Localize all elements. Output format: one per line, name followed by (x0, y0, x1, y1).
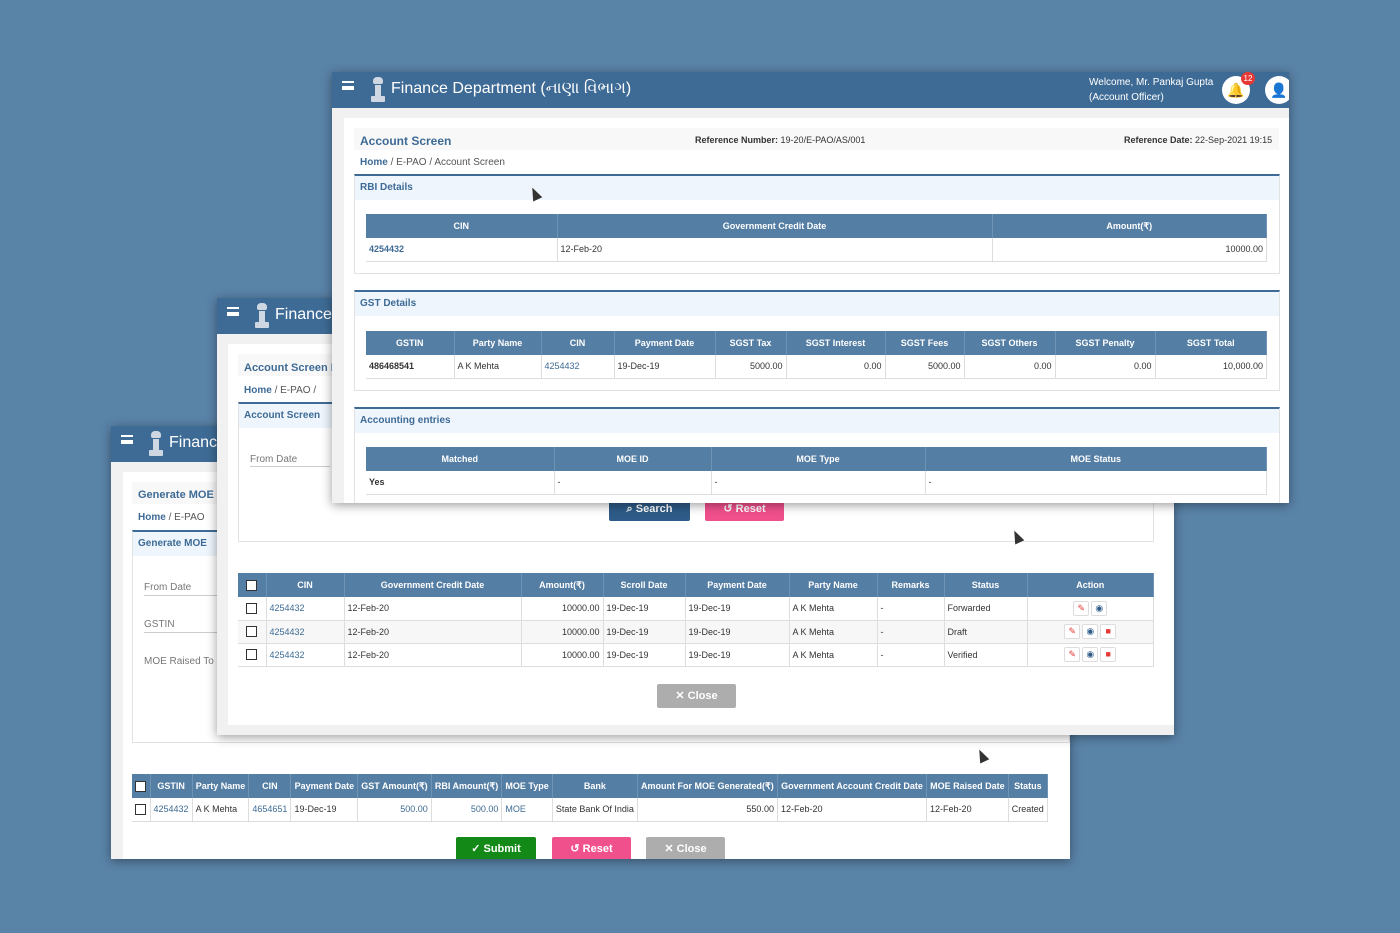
reset-icon: ↺ (723, 503, 736, 515)
gstin-label: GSTIN (144, 619, 175, 630)
breadcrumb-current: Account Screen (434, 157, 505, 168)
menu-icon[interactable] (121, 435, 133, 444)
row-checkbox[interactable] (135, 803, 146, 815)
row-checkbox[interactable] (246, 649, 258, 661)
main-card: Account Screen Reference Number: 19-20/E… (344, 118, 1289, 503)
table-row: 4254432 12-Feb-20 10000.00 19-Dec-19 19-Dec-… (238, 620, 1154, 644)
breadcrumb-epao[interactable]: E-PAO (280, 385, 311, 396)
notification-badge: 12 (1241, 72, 1255, 85)
gstin-input[interactable] (144, 632, 224, 633)
breadcrumb: Home / E-PAO / Account Screen (360, 157, 505, 168)
menu-icon[interactable] (342, 81, 354, 90)
page-title: Account Screen (360, 134, 452, 148)
breadcrumb-epao[interactable]: E-PAO (396, 157, 427, 168)
delete-icon[interactable]: ■ (1100, 624, 1117, 639)
table-row: 4254432 12-Feb-20 10000.00 19-Dec-19 19-Dec-… (238, 643, 1154, 667)
cin-link[interactable]: 4254432 (266, 643, 345, 667)
account-screen-table: CIN Government Credit Date Amount(₹) Scroll… (238, 573, 1154, 667)
moe-table: GSTIN Party Name CIN Payment Date GST Amount… (132, 774, 1049, 822)
from-date-input[interactable] (144, 595, 224, 596)
edit-icon[interactable]: ✎ (1073, 600, 1090, 616)
section-title: RBI Details (355, 176, 1279, 200)
cin-link[interactable]: 4254432 (266, 620, 345, 644)
from-date-label: From Date (250, 454, 298, 465)
breadcrumb-epao[interactable]: E-PAO (174, 512, 205, 523)
cin-link[interactable]: 4254432 (366, 238, 558, 262)
submit-button[interactable]: ✓ Submit (456, 837, 536, 859)
reset-button[interactable]: ↺ Reset (552, 837, 631, 859)
section-title: GST Details (355, 292, 1279, 316)
account-screen-window: Finance Department (નાણા વિભાગ) Welcome,… (332, 72, 1289, 503)
rbi-table: CIN Government Credit Date Amount(₹) 42544… (366, 214, 1267, 262)
table-row: 486468541 A K Mehta 4254432 19-Dec-19 5000.0… (366, 355, 1267, 379)
app-title: Finance (169, 434, 226, 451)
menu-icon[interactable] (227, 307, 239, 316)
table-row: 4254432 A K Mehta 4654651 19-Dec-19 500.00 50… (132, 798, 1049, 822)
from-date-label: From Date (144, 582, 192, 593)
from-date-input[interactable] (250, 466, 330, 467)
breadcrumb: Home / E-PAO (138, 512, 205, 523)
gstin-link[interactable]: 4254432 (150, 798, 193, 822)
moe-raised-label: MOE Raised To (144, 656, 214, 667)
cin-link[interactable]: 4254432 (266, 597, 345, 621)
user-avatar-icon[interactable]: 👤 (1265, 76, 1289, 104)
edit-icon[interactable]: ✎ (1064, 647, 1081, 662)
emblem-logo (149, 431, 163, 457)
breadcrumb-home[interactable]: Home (138, 512, 166, 523)
select-all-checkbox[interactable] (246, 579, 258, 591)
reset-icon: ↺ (570, 843, 583, 855)
close-button[interactable]: ✕ Close (657, 684, 736, 708)
cin-link[interactable]: 4254432 (541, 355, 615, 379)
page-title: Account Screen L (244, 362, 338, 374)
row-checkbox[interactable] (246, 602, 258, 614)
close-icon: ✕ (675, 690, 688, 702)
delete-icon[interactable]: ■ (1100, 647, 1117, 662)
page-title: Generate MOE (138, 489, 214, 501)
section-title: Accounting entries (355, 409, 1279, 433)
app-title: Finance Department (નાણા વિભાગ) (391, 80, 632, 97)
close-button[interactable]: ✕ Close (646, 837, 725, 859)
breadcrumb-home[interactable]: Home (360, 157, 388, 168)
reference-date: Reference Date: 22-Sep-2021 19:15 (1124, 135, 1273, 145)
view-icon[interactable]: ◉ (1082, 647, 1099, 662)
app-header: Finance Department (નાણા વિભાગ) Welcome,… (332, 72, 1289, 108)
select-all-checkbox[interactable] (135, 780, 147, 792)
row-checkbox[interactable] (246, 626, 258, 638)
close-icon: ✕ (664, 843, 677, 855)
gst-table: GSTIN Party Name CIN Payment Date SGST Tax SG… (366, 331, 1267, 379)
cin-link[interactable]: 4654651 (248, 798, 292, 822)
breadcrumb: Home / E-PAO / (244, 385, 317, 396)
welcome-text: Welcome, Mr. Pankaj Gupta (Account Office… (1089, 77, 1214, 103)
emblem-logo (371, 77, 385, 103)
check-icon: ✓ (471, 843, 484, 855)
accounting-table: Matched MOE ID MOE Type MOE Status Yes - - - (366, 447, 1267, 495)
search-icon: ⌕ (626, 503, 636, 515)
table-row: Yes - - - (366, 471, 1267, 495)
table-row: 4254432 12-Feb-20 10000.00 19-Dec-19 19-Dec-… (238, 597, 1154, 621)
reference-number: Reference Number: 19-20/E-PAO/AS/001 (695, 135, 866, 145)
edit-icon[interactable]: ✎ (1064, 624, 1081, 639)
table-row: 4254432 12-Feb-20 10000.00 (366, 238, 1267, 262)
emblem-logo (255, 303, 269, 329)
view-icon[interactable]: ◉ (1082, 624, 1099, 639)
app-title: Finance (275, 306, 332, 323)
view-icon[interactable]: ◉ (1091, 600, 1108, 616)
breadcrumb-home[interactable]: Home (244, 385, 272, 396)
